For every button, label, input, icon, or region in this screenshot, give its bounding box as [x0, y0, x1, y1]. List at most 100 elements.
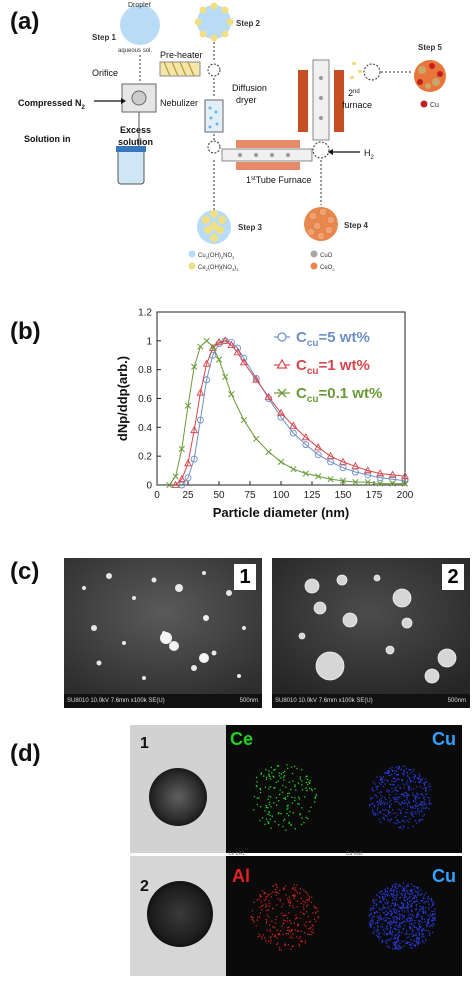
eds-signal-dot: [415, 798, 417, 801]
eds-signal-dot: [391, 912, 393, 914]
eds-signal-dot: [408, 903, 410, 905]
eds-signal-dot: [422, 912, 425, 914]
eds-signal-dot: [390, 890, 393, 892]
eds-signal-dot: [378, 803, 380, 805]
data-point: [363, 466, 372, 474]
eds-signal-dot: [418, 797, 420, 799]
second-furnace-right: [334, 70, 344, 132]
eds-signal-dot: [286, 813, 288, 815]
eds-signal-dot: [415, 940, 417, 943]
eds-signal-dot: [400, 794, 402, 796]
eds-signal-dot: [405, 768, 407, 770]
eds-signal-dot: [259, 788, 262, 791]
eds-signal-dot: [403, 770, 405, 773]
eds-signal-dot: [292, 780, 294, 782]
eds-signal-dot: [423, 802, 425, 804]
eds-signal-dot: [288, 792, 290, 794]
eds-signal-dot: [424, 912, 426, 914]
eds-signal-dot: [285, 786, 287, 788]
x-tick-label: 200: [397, 490, 414, 501]
eds-signal-dot: [410, 939, 412, 941]
eds-signal-dot: [393, 893, 395, 895]
eds-signal-dot: [399, 786, 401, 789]
eds-signal-dot: [300, 897, 302, 899]
eds-signal-dot: [388, 804, 391, 807]
eds-signal-dot: [255, 776, 258, 778]
eds-signal-dot: [373, 927, 375, 929]
eds-signal-dot: [317, 917, 319, 919]
eds-signal-dot: [277, 892, 279, 894]
series-line-2: [175, 340, 406, 486]
eds-signal-dot: [398, 934, 400, 937]
eds-signal-dot: [414, 934, 416, 936]
eds-signal-dot: [407, 827, 409, 829]
eds-signal-dot: [395, 770, 397, 773]
eds-signal-dot: [282, 903, 284, 905]
eds-signal-dot: [433, 910, 435, 913]
eds-signal-dot: [382, 926, 384, 928]
eds-signal-dot: [379, 801, 381, 803]
eds-signal-dot: [296, 936, 298, 938]
eds-signal-dot: [279, 946, 281, 949]
eds-signal-dot: [390, 905, 392, 907]
eds-signal-dot: [294, 895, 296, 897]
eds-signal-dot: [407, 907, 409, 909]
step3-label: Step 3: [238, 223, 263, 232]
eds-signal-dot: [430, 920, 432, 922]
eds-signal-dot: [414, 926, 416, 928]
eds-signal-dot: [399, 913, 401, 915]
eds-signal-dot: [304, 796, 306, 798]
eds-signal-dot: [300, 911, 302, 913]
eds-signal-dot: [425, 924, 427, 926]
eds-signal-dot: [291, 772, 294, 775]
eds-signal-dot: [428, 898, 430, 900]
eds-signal-dot: [284, 944, 286, 946]
eds-signal-dot: [285, 894, 287, 896]
eds-signal-dot: [411, 928, 413, 931]
eds-signal-dot: [274, 927, 276, 929]
eds-signal-dot: [283, 914, 285, 916]
eds-signal-dot: [394, 800, 396, 802]
eds-signal-dot: [377, 800, 379, 803]
eds-signal-dot: [294, 797, 296, 799]
eds-map-ce: Ce: [226, 725, 344, 853]
eds-signal-dot: [398, 905, 400, 907]
eds-signal-dot: [417, 943, 419, 945]
eds-signal-dot: [413, 800, 415, 802]
eds-signal-dot: [372, 781, 374, 783]
tube-furnace-tube: [221, 148, 313, 162]
eds-signal-dot: [314, 906, 316, 908]
eds-signal-dot: [395, 928, 397, 930]
eds-signal-dot: [421, 915, 423, 918]
eds-signal-dot: [375, 786, 377, 788]
eds-signal-dot: [427, 897, 429, 899]
eds-signal-dot: [382, 929, 384, 931]
eds-signal-dot: [392, 778, 394, 780]
eds-signal-dot: [422, 801, 424, 803]
eds-signal-dot: [294, 889, 296, 891]
eds-signal-dot: [432, 919, 434, 921]
eds-signal-dot: [386, 790, 388, 793]
eds-signal-dot: [315, 795, 317, 797]
eds-signal-dot: [401, 906, 403, 909]
eds-signal-dot: [265, 805, 267, 807]
eds-signal-dot: [397, 894, 399, 896]
eds-signal-dot: [372, 907, 374, 909]
eds-signal-dot: [285, 914, 287, 916]
eds-signal-dot: [268, 905, 270, 907]
eds-signal-dot: [258, 898, 260, 901]
eds-signal-dot: [286, 764, 288, 766]
eds-signal-dot: [276, 765, 279, 767]
eds-signal-dot: [397, 885, 399, 888]
eds-signal-dot: [383, 779, 385, 781]
data-point: [277, 408, 285, 416]
eds-signal-dot: [381, 939, 383, 941]
eds-signal-dot: [433, 902, 435, 905]
eds-signal-dot: [314, 797, 316, 799]
legend-label-3: Ccu=0.1 wt%: [296, 385, 382, 405]
eds-signal-dot: [383, 907, 385, 909]
eds-signal-dot: [393, 884, 395, 886]
eds-signal-dot: [403, 799, 406, 802]
eds-signal-dot: [395, 934, 397, 936]
eds-signal-dot: [377, 911, 379, 913]
